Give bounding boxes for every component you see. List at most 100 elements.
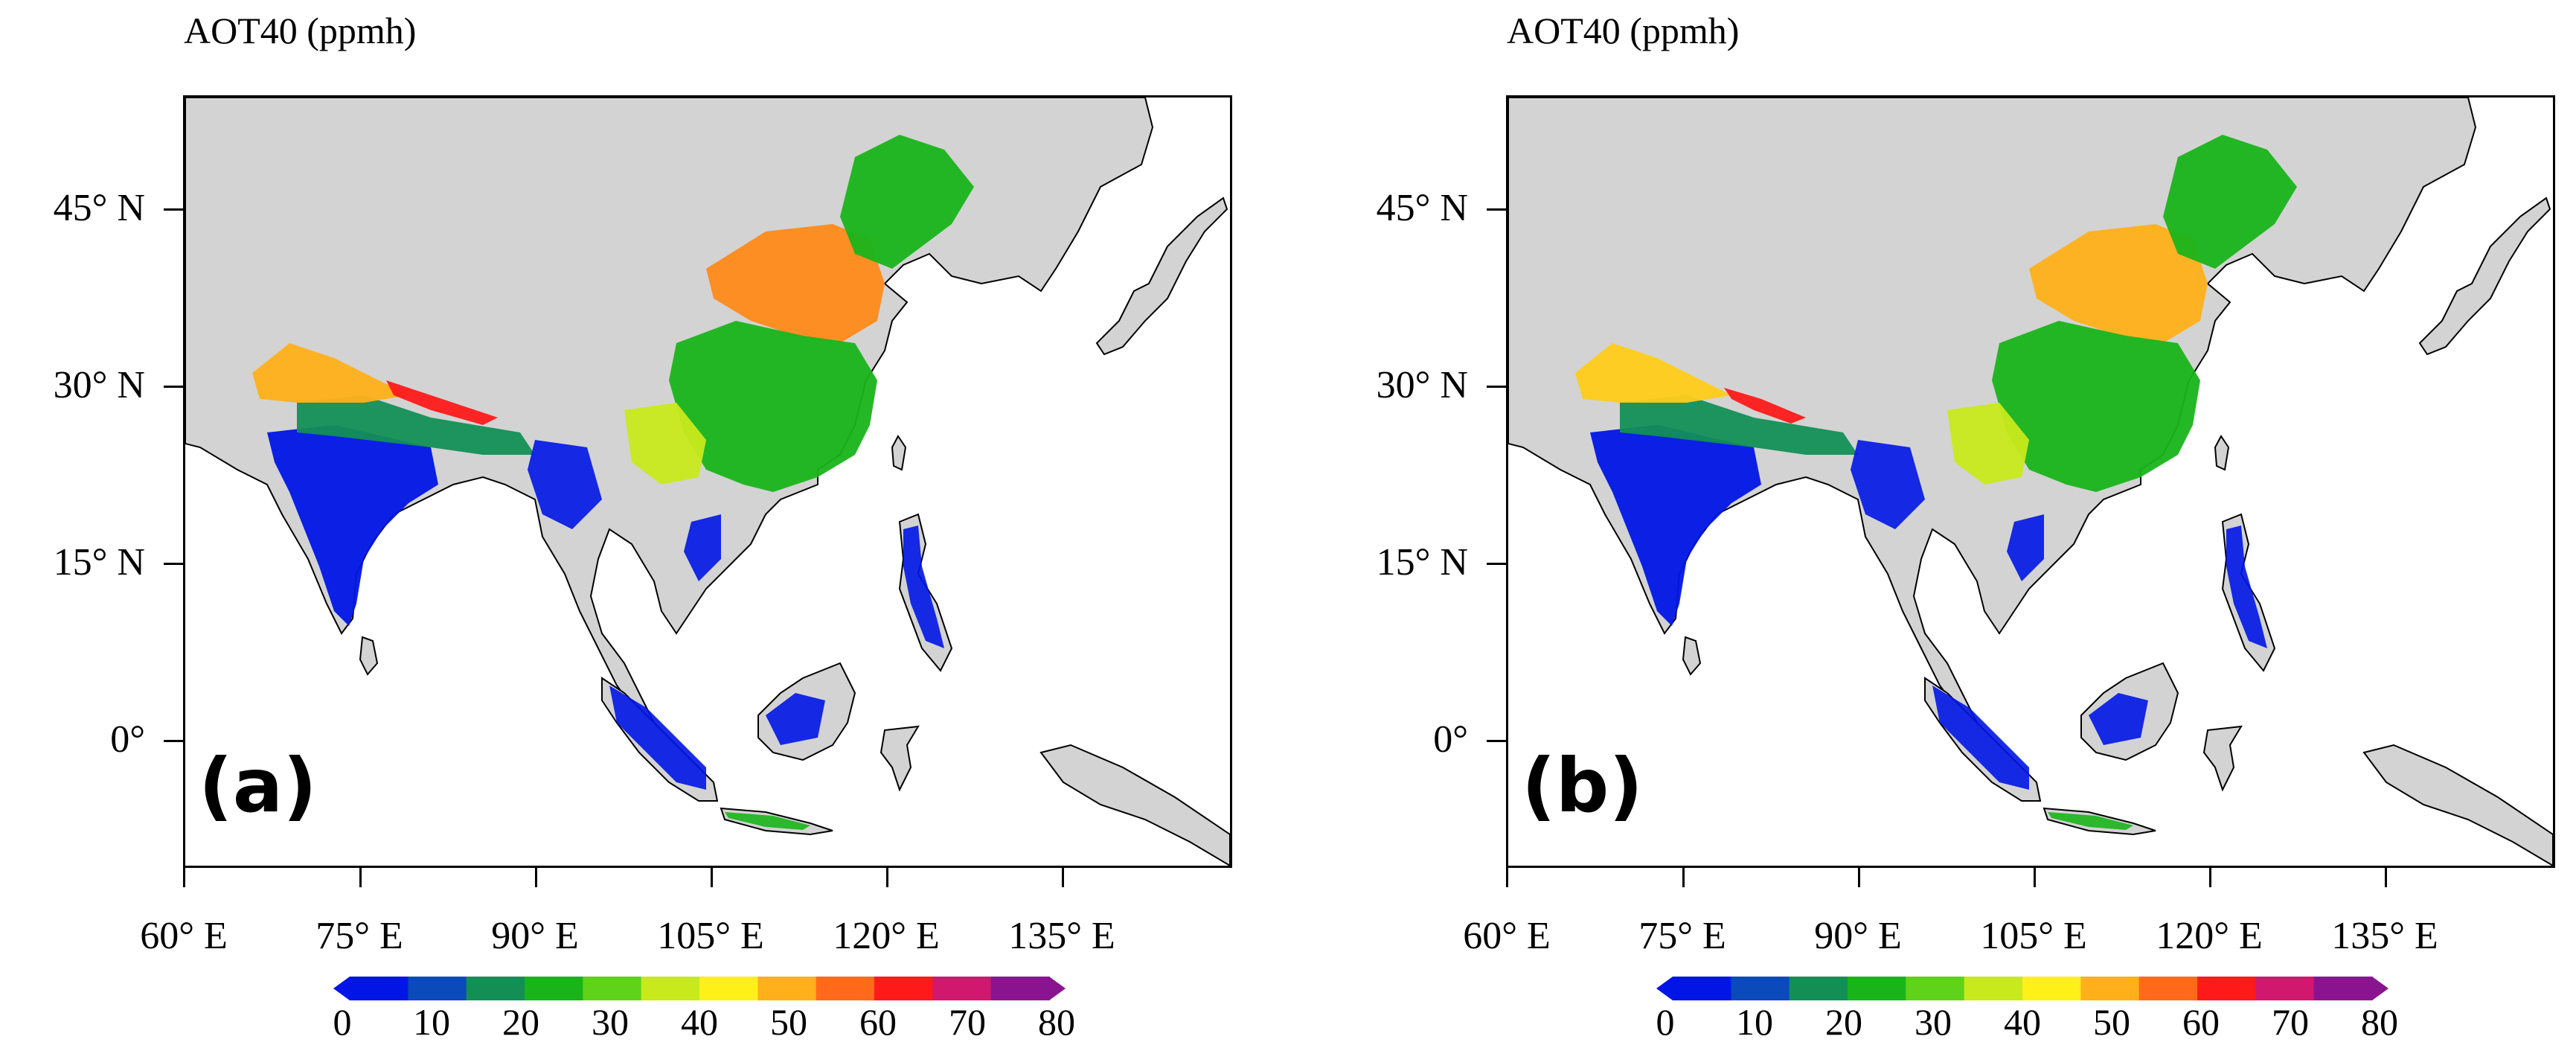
lat-label: 15° N [53, 541, 145, 584]
colorbar [1656, 977, 2388, 1000]
colorbar-cell [2197, 977, 2257, 1000]
aot40-field-mainland-sea [528, 440, 602, 529]
colorbar-cell [525, 977, 584, 1000]
lon-tick [1682, 868, 1685, 887]
colorbar-label: 60 [2182, 1001, 2220, 1043]
colorbar-label: 0 [333, 1001, 352, 1043]
colorbar-cell [641, 977, 700, 1000]
aot40-field-pakistan [1575, 343, 1731, 403]
colorbar-cell [1848, 977, 1907, 1000]
aot40-field-borneo [2089, 693, 2148, 745]
aot40-field-southwest-china [624, 403, 706, 485]
colorbar-cell [2022, 977, 2082, 1000]
lon-label: 120° E [833, 915, 940, 957]
colorbar-arrow-high [2372, 977, 2388, 1000]
colorbar-cell [932, 977, 992, 1000]
aot40-field-sumatra [609, 686, 706, 790]
colorbar-label: 80 [1038, 1001, 1075, 1043]
colorbar-cell [408, 977, 467, 1000]
lon-tick [711, 868, 713, 887]
map-area: (b) [1506, 95, 2555, 868]
panel-a: AOT40 (ppmh) [53, 10, 1232, 1043]
aot40-field-gangetic [297, 395, 535, 455]
colorbar-label: 10 [1736, 1001, 1773, 1043]
aot40-field-gangetic [1620, 395, 1858, 455]
colorbar-label: 70 [2272, 1001, 2309, 1043]
aot40-field-north-china [706, 224, 885, 343]
map-area: (a) [183, 95, 1232, 868]
colorbar-arrow-low [333, 977, 350, 1000]
aot40-field-mainland-sea [1851, 440, 1925, 529]
lon-tick [1062, 868, 1064, 887]
aot40-field-india [267, 425, 438, 626]
colorbar-label: 20 [502, 1001, 539, 1043]
colorbar-cell [990, 977, 1050, 1000]
aot40-field-south-china [669, 321, 877, 492]
lat-label: 30° N [53, 364, 145, 406]
lat-tick [1487, 386, 1506, 388]
colorbar-cell [1964, 977, 2023, 1000]
lon-tick [2034, 868, 2036, 887]
aot40-field-north-china [2029, 224, 2208, 343]
aot40-field-southwest-china [1947, 403, 2029, 485]
aot40-field-philippines [903, 526, 944, 648]
aot40-field-nepal [1724, 388, 1806, 424]
aot40-field [1575, 135, 2297, 830]
colorbar-cell [350, 977, 409, 1000]
lat-tick [164, 740, 183, 742]
lon-tick [1858, 868, 1860, 887]
japan [1095, 197, 1228, 356]
panel-letter: (a) [199, 742, 317, 829]
lat-tick [1487, 208, 1506, 211]
colorbar-label: 40 [2004, 1001, 2041, 1043]
colorbar-label: 80 [2361, 1001, 2398, 1043]
lon-tick [183, 868, 185, 887]
map-svg [1508, 98, 2553, 866]
panel-title: AOT40 (ppmh) [1507, 10, 1740, 51]
sri-lanka [359, 636, 379, 676]
sri-lanka [1682, 636, 1702, 676]
panel-title: AOT40 (ppmh) [184, 10, 417, 51]
lat-tick [1487, 563, 1506, 565]
colorbar-label: 70 [949, 1001, 986, 1043]
colorbar-cell [699, 977, 759, 1000]
lon-label: 75° E [315, 915, 403, 957]
taiwan [2214, 435, 2230, 471]
lat-label: 15° N [1376, 541, 1468, 584]
colorbar-cell [583, 977, 642, 1000]
colorbar [333, 977, 1066, 1000]
lon-label: 60° E [140, 915, 228, 957]
panel-letter: (b) [1522, 742, 1643, 829]
lat-tick [164, 386, 183, 388]
aot40-field-northeast [840, 135, 974, 269]
lat-label: 45° N [1376, 187, 1468, 229]
aot40-field-borneo [766, 693, 825, 745]
colorbar-cell [1731, 977, 1790, 1000]
lon-label: 75° E [1638, 915, 1726, 957]
colorbar-label: 10 [413, 1001, 450, 1043]
aot40-field-java [2048, 812, 2133, 830]
lat-label: 45° N [53, 187, 145, 229]
aot40-field-vietnam [2007, 514, 2044, 581]
colorbar-cell [2080, 977, 2140, 1000]
aot40-field-java [725, 812, 810, 830]
colorbar-cell [466, 977, 525, 1000]
lon-label: 120° E [2156, 915, 2263, 957]
aot40-field [252, 135, 974, 830]
colorbar-label: 20 [1825, 1001, 1862, 1043]
colorbar-cell [757, 977, 817, 1000]
japan [2418, 197, 2551, 356]
colorbar-label: 40 [681, 1001, 718, 1043]
colorbar-cell [874, 977, 934, 1000]
lon-tick [1506, 868, 1508, 887]
lon-label: 105° E [1980, 915, 2087, 957]
colorbar-cell [2138, 977, 2198, 1000]
aot40-field-vietnam [684, 514, 721, 581]
lon-label: 135° E [1008, 915, 1115, 957]
lon-label: 60° E [1463, 915, 1551, 957]
new-guinea [2362, 744, 2553, 866]
lat-label: 30° N [1376, 364, 1468, 406]
colorbar-cell [816, 977, 875, 1000]
aot40-field-india [1590, 425, 1761, 626]
colorbar-label: 30 [1915, 1001, 1952, 1043]
